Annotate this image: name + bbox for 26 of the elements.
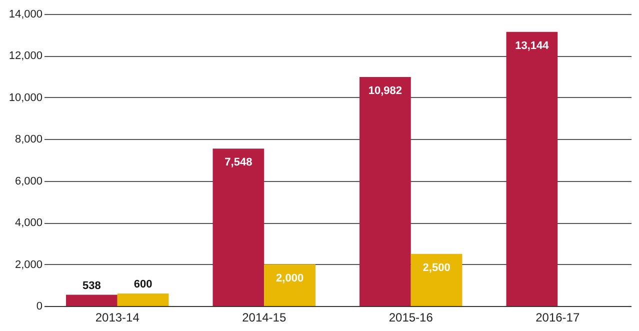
data-label: 2,000	[276, 272, 304, 284]
x-tick-label: 2015-16	[388, 310, 434, 324]
x-tick-label: 2016-17	[536, 310, 580, 324]
y-tick-label: 4,000	[14, 217, 42, 230]
data-label: 600	[134, 278, 152, 290]
bar	[212, 148, 264, 306]
bar	[360, 76, 411, 306]
bar	[66, 294, 118, 306]
data-label: 7,548	[224, 156, 252, 169]
y-tick-label: 2,000	[14, 258, 42, 271]
y-tick-label: 6,000	[14, 175, 42, 188]
bar	[117, 293, 169, 306]
y-tick-label: 12,000	[8, 50, 42, 62]
data-label: 2,500	[422, 262, 450, 274]
bar	[410, 254, 462, 306]
data-label: 10,982	[368, 84, 402, 97]
y-tick-label: 0	[36, 300, 42, 312]
y-tick-label: 10,000	[8, 92, 42, 104]
bar	[264, 264, 316, 306]
data-label: 538	[82, 280, 101, 292]
bar	[506, 32, 558, 306]
x-tick-label: 2013-14	[95, 310, 140, 324]
y-tick-label: 14,000	[8, 8, 42, 20]
y-tick-label: 8,000	[14, 134, 42, 146]
x-tick-label: 2014-15	[242, 310, 286, 324]
data-label: 13,144	[515, 40, 550, 52]
